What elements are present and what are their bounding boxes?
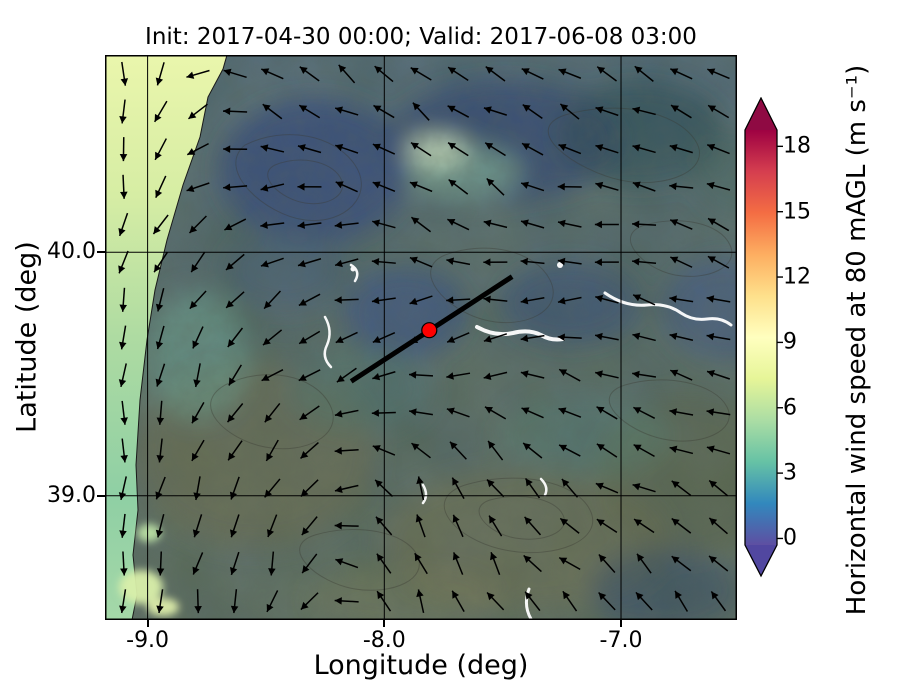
colorbar-tick-label: 0 [783, 525, 797, 551]
y-tick-mark [97, 251, 105, 254]
plot-frame [105, 55, 737, 620]
x-tick-mark [620, 620, 622, 627]
colorbar-label: Horizontal wind speed at 80 mAGL (m s⁻¹) [842, 64, 872, 616]
estuary-and-coastal-waters [119, 524, 179, 616]
wind-speed-map [104, 54, 795, 637]
y-axis-label: Latitude (deg) [11, 241, 43, 433]
x-tick-label: -8.0 [362, 628, 406, 653]
terrain-contours [210, 107, 733, 591]
x-tick-mark [383, 620, 386, 627]
x-axis-label: Longitude (deg) [313, 650, 529, 681]
colorbar-extend-max [745, 98, 777, 130]
colorbar-tick-label: 3 [783, 460, 797, 486]
colorbar [744, 97, 783, 578]
colorbar-tick-label: 15 [783, 199, 811, 225]
y-tick-mark [97, 494, 105, 497]
map-plot [104, 54, 795, 637]
colorbar-tick-label: 12 [783, 264, 811, 290]
colorbar-tick-label: 9 [783, 329, 797, 355]
x-tick-mark [146, 620, 149, 627]
colorbar-tick-marks [777, 145, 783, 540]
colorbar-extend-min [745, 545, 777, 576]
wind-arrows [118, 61, 731, 614]
site-marker [421, 322, 438, 339]
figure-title: Init: 2017-04-30 00:00; Valid: 2017-06-0… [145, 24, 697, 50]
colorbar-outline [744, 97, 778, 578]
colorbar-tick-label: 6 [783, 395, 797, 421]
colorbar-gradient [745, 130, 777, 545]
x-tick-label: -7.0 [599, 628, 643, 653]
colorbar-tick-label: 18 [783, 133, 811, 159]
x-tick-label: -9.0 [126, 628, 170, 653]
y-tick-label: 39.0 [47, 482, 96, 508]
y-tick-label: 40.0 [47, 239, 96, 265]
